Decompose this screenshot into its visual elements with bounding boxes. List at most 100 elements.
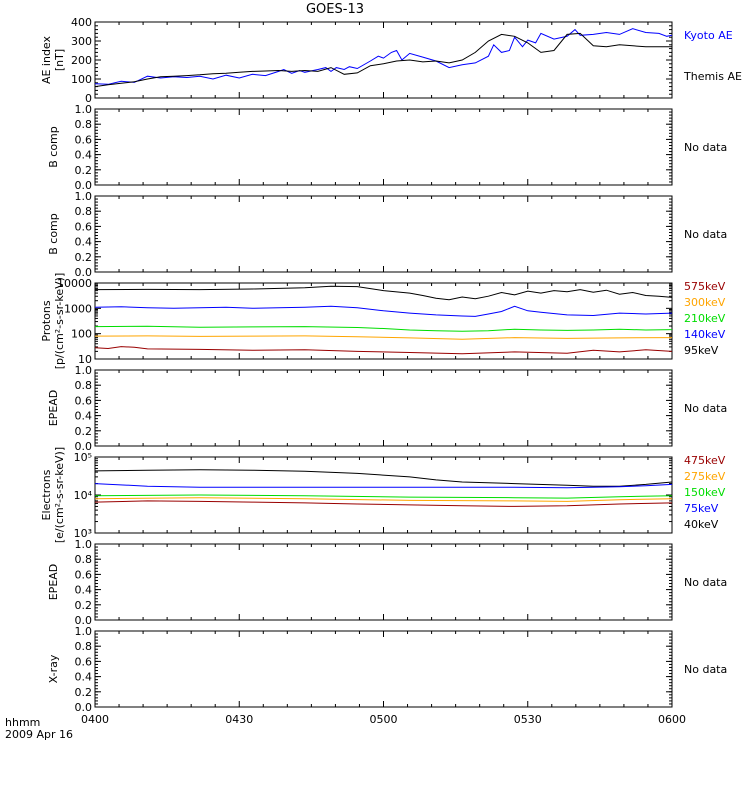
- y-axis-label: AE index: [40, 35, 53, 84]
- no-data-label: No data: [684, 141, 727, 154]
- y-tick-label: 0.6: [75, 568, 93, 581]
- y-axis-label: B comp: [47, 213, 60, 255]
- panel-frame: [94, 21, 673, 99]
- y-tick-label: 0.4: [75, 236, 93, 249]
- y-axis-label: [p/(cm²-s-sr-keV)]: [53, 273, 66, 370]
- y-tick-label: 0.0: [75, 614, 93, 627]
- y-tick-label: 0.2: [75, 164, 93, 177]
- y-tick-label: 0.6: [75, 394, 93, 407]
- panel-6: 10³ 10⁴ 10⁵ Electrons [e/(cm²-s-sr-keV)] 475k…: [40, 447, 726, 543]
- y-tick-label: 200: [71, 54, 92, 67]
- series-line-75kev: [94, 483, 673, 489]
- panel-frame: [94, 108, 673, 186]
- time-unit-label: hhmm: [5, 716, 40, 729]
- legend-entry: 275keV: [684, 470, 726, 483]
- series-line-210kev: [94, 325, 673, 332]
- y-tick-label: 400: [71, 16, 92, 29]
- legend-entry: 150keV: [684, 486, 726, 499]
- y-tick-label: 100: [71, 73, 92, 86]
- y-tick-label: 300: [71, 35, 92, 48]
- series-line-themis-ae: [94, 32, 672, 88]
- y-tick-label: 1.0: [75, 364, 93, 377]
- time-tick-label: 0530: [514, 713, 542, 726]
- legend-entry: Themis AE: [683, 70, 742, 83]
- y-tick-label: 0.0: [75, 179, 93, 192]
- panel-7: 0.0 0.2 0.4 0.6 0.8 1.0 EPEAD No data: [47, 538, 727, 627]
- y-tick-label: 0: [85, 92, 92, 105]
- y-axis-label: EPEAD: [47, 564, 60, 601]
- series-line-40kev: [94, 469, 673, 487]
- panel-3: 0.0 0.2 0.4 0.6 0.8 1.0 B comp No data: [47, 190, 727, 279]
- y-tick-label: 0.4: [75, 584, 93, 597]
- time-axis-labels: 0400 0430 0500 0530 0600: [81, 713, 686, 726]
- y-tick-label: 10³: [74, 527, 92, 540]
- y-axis-label: [nT]: [53, 49, 66, 71]
- legend-entry: 475keV: [684, 454, 726, 467]
- y-axis-label: Electrons: [40, 469, 53, 520]
- y-tick-label: 0.6: [75, 655, 93, 668]
- legend-entry: Kyoto AE: [684, 29, 733, 42]
- panel-frame: [94, 543, 673, 621]
- time-tick-label: 0430: [225, 713, 253, 726]
- no-data-label: No data: [684, 228, 727, 241]
- legend-entry: 75keV: [684, 502, 719, 515]
- series-line-95kev: [94, 285, 673, 301]
- legend-entry: 575keV: [684, 280, 726, 293]
- legend-entry: 300keV: [684, 296, 726, 309]
- y-tick-label: 0.2: [75, 425, 93, 438]
- legend-entry: 140keV: [684, 328, 726, 341]
- legend-entry: 210keV: [684, 312, 726, 325]
- y-axis-label: Protons: [40, 300, 53, 341]
- y-tick-label: 0.8: [75, 640, 93, 653]
- time-tick-label: 0400: [81, 713, 109, 726]
- panel-2: 0.0 0.2 0.4 0.6 0.8 1.0 B comp No data: [47, 103, 727, 192]
- no-data-label: No data: [684, 402, 727, 415]
- panel-1: 0 100 200 300 400 AE index [nT] Kyoto AE Themis …: [40, 16, 742, 105]
- panel-frame: [94, 282, 673, 360]
- panel-frame: [94, 369, 673, 447]
- y-tick-label: 1.0: [75, 103, 93, 116]
- y-axis-label: EPEAD: [47, 390, 60, 427]
- y-tick-label: 1.0: [75, 190, 93, 203]
- series-line-275kev: [94, 497, 673, 502]
- panels-group: 0 100 200 300 400 AE index [nT] Kyoto AE Themis …: [40, 16, 742, 714]
- y-tick-label: 10000: [57, 277, 92, 290]
- y-tick-label: 0.0: [75, 266, 93, 279]
- y-tick-label: 10⁴: [74, 489, 93, 502]
- y-tick-label: 0.6: [75, 220, 93, 233]
- y-tick-label: 0.2: [75, 599, 93, 612]
- y-tick-label: 0.8: [75, 205, 93, 218]
- panel-5: 0.0 0.2 0.4 0.6 0.8 1.0 EPEAD No data: [47, 364, 727, 453]
- y-axis-label: [e/(cm²-s-sr-keV)]: [53, 447, 66, 543]
- no-data-label: No data: [684, 576, 727, 589]
- time-tick-label: 0600: [658, 713, 686, 726]
- figure-title: GOES-13: [306, 2, 364, 17]
- panel-frame: [94, 195, 673, 273]
- panel-4: 10 100 1000 10000 Protons [p/(cm²-s-sr-keV)] 5…: [40, 273, 726, 370]
- time-tick-label: 0500: [370, 713, 398, 726]
- series-line-140kev: [94, 305, 673, 317]
- y-axis-label: X-ray: [47, 654, 60, 683]
- y-tick-label: 0.0: [75, 701, 93, 714]
- series-line-300kev: [94, 335, 673, 340]
- series-line-475kev: [94, 500, 673, 507]
- y-tick-label: 0.4: [75, 410, 93, 423]
- y-tick-label: 1000: [64, 302, 92, 315]
- y-axis-label: B comp: [47, 126, 60, 168]
- y-tick-label: 1.0: [75, 625, 93, 638]
- y-tick-label: 1.0: [75, 538, 93, 551]
- no-data-label: No data: [684, 663, 727, 676]
- legend-entry: 95keV: [684, 344, 719, 357]
- y-tick-label: 0.8: [75, 379, 93, 392]
- y-tick-label: 0.4: [75, 149, 93, 162]
- y-tick-label: 0.6: [75, 133, 93, 146]
- y-tick-label: 0.2: [75, 251, 93, 264]
- date-label: 2009 Apr 16: [5, 728, 73, 741]
- panel-frame: [94, 630, 673, 708]
- y-tick-label: 0.8: [75, 118, 93, 131]
- y-tick-label: 10: [78, 353, 92, 366]
- legend-entry: 40keV: [684, 518, 719, 531]
- y-tick-label: 0.4: [75, 671, 93, 684]
- y-tick-label: 0.8: [75, 553, 93, 566]
